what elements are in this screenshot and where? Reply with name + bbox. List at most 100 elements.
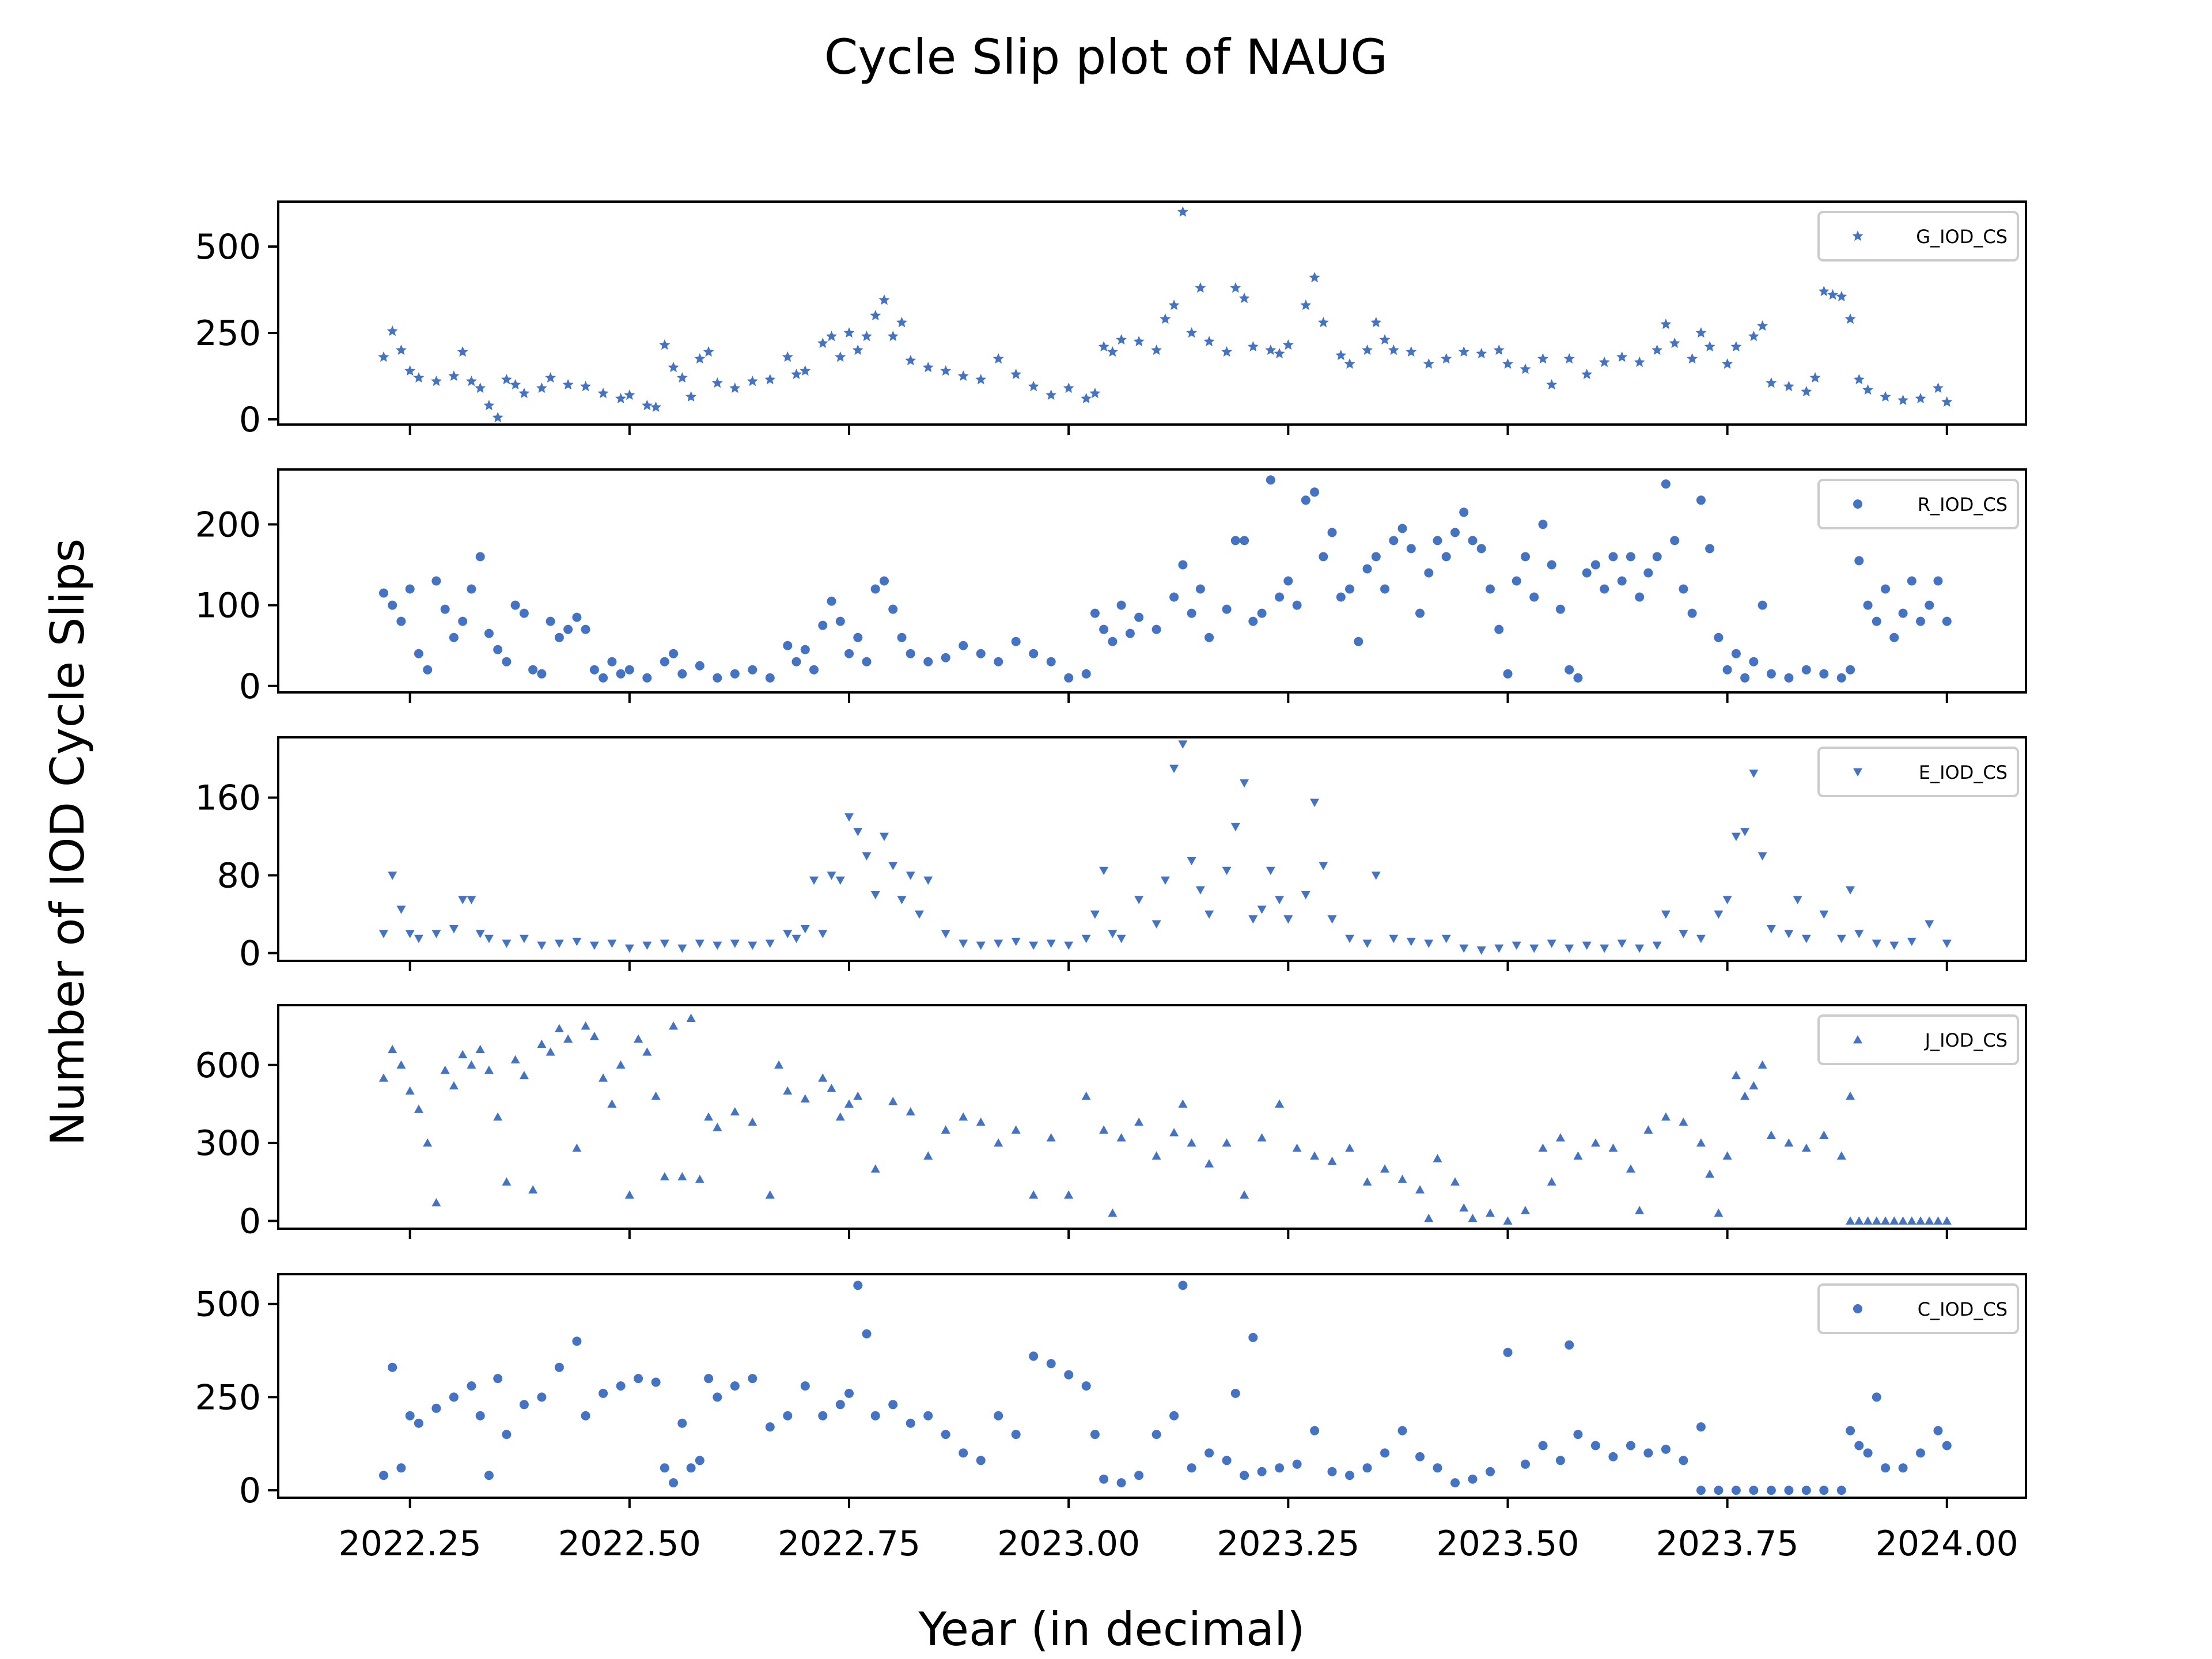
data-point	[800, 365, 811, 376]
data-point	[1221, 346, 1233, 357]
data-point	[1547, 1177, 1556, 1186]
data-point	[835, 1400, 845, 1410]
legend-marker	[1853, 1304, 1862, 1313]
data-point	[1714, 1208, 1724, 1217]
y-tick-label: 500	[195, 227, 261, 267]
data-point	[818, 1411, 828, 1421]
x-tick-label: 2023.75	[1656, 1524, 1799, 1564]
data-point	[1846, 1091, 1855, 1100]
data-point	[414, 1104, 423, 1113]
data-point	[791, 934, 801, 944]
data-point	[677, 1172, 687, 1181]
data-point	[1468, 536, 1478, 546]
data-point	[1634, 357, 1645, 368]
data-point	[765, 673, 775, 683]
data-point	[906, 1107, 915, 1116]
data-point	[1266, 475, 1275, 485]
data-point	[976, 649, 986, 658]
data-point	[782, 351, 793, 362]
data-point	[1643, 1448, 1653, 1458]
data-point	[589, 941, 599, 950]
data-point	[1784, 1486, 1794, 1495]
data-point	[1740, 1091, 1750, 1100]
data-point	[1327, 1156, 1337, 1165]
figure-title: Cycle Slip plot of NAUG	[824, 29, 1388, 85]
data-point	[1907, 937, 1916, 946]
legend-marker	[1853, 499, 1862, 509]
data-point	[1660, 319, 1672, 329]
data-point	[440, 604, 450, 614]
legend: R_IOD_CS	[1817, 479, 2019, 529]
data-point	[695, 1175, 704, 1183]
data-point	[519, 1400, 529, 1410]
data-point	[1749, 1081, 1759, 1090]
data-point	[1933, 382, 1944, 393]
data-point	[1319, 862, 1328, 870]
data-point	[1881, 1463, 1891, 1473]
data-point	[546, 616, 555, 626]
data-point	[1248, 616, 1258, 626]
legend-label: E_IOD_CS	[1919, 762, 2008, 783]
data-point	[1441, 353, 1452, 364]
data-point	[1310, 487, 1320, 497]
data-point	[1819, 910, 1829, 919]
data-point	[835, 876, 845, 885]
data-point	[1608, 552, 1618, 562]
data-point	[502, 1430, 512, 1440]
data-point	[1547, 940, 1556, 948]
data-point	[844, 649, 854, 658]
data-point	[1247, 341, 1259, 352]
data-point	[1415, 608, 1425, 618]
data-point	[1046, 1359, 1056, 1369]
data-point	[1854, 1216, 1864, 1225]
data-point	[1187, 1138, 1196, 1147]
data-point	[1801, 665, 1811, 675]
data-point	[669, 649, 679, 658]
data-point	[870, 1164, 880, 1173]
data-point	[554, 1024, 564, 1033]
data-point	[572, 612, 582, 622]
data-point	[1863, 600, 1873, 610]
data-point	[624, 944, 634, 953]
data-point	[1168, 300, 1180, 310]
legend: C_IOD_CS	[1817, 1283, 2019, 1334]
data-point	[537, 1039, 547, 1048]
data-point	[1679, 930, 1688, 938]
data-point	[941, 1430, 950, 1440]
data-point	[1222, 1138, 1232, 1147]
data-point	[1240, 1190, 1249, 1199]
data-point	[686, 1013, 696, 1022]
data-point	[1046, 657, 1056, 666]
data-point	[554, 1362, 564, 1372]
data-point	[853, 1091, 863, 1100]
data-point	[1652, 941, 1662, 950]
data-point	[616, 1381, 626, 1391]
data-point	[1388, 344, 1399, 355]
data-point	[1187, 608, 1196, 618]
data-point	[589, 665, 599, 675]
data-point	[414, 649, 423, 658]
data-point	[1652, 344, 1663, 355]
data-point	[396, 616, 406, 626]
data-point	[519, 608, 529, 618]
data-point	[1046, 389, 1057, 400]
data-point	[1046, 940, 1056, 948]
data-point	[1116, 1133, 1126, 1142]
y-tick-label: 250	[195, 313, 261, 354]
data-point	[634, 1034, 643, 1043]
data-point	[458, 896, 468, 904]
data-point	[388, 1362, 397, 1372]
data-point	[1714, 1486, 1724, 1495]
data-point	[940, 365, 952, 376]
data-point	[1846, 886, 1855, 895]
data-point	[1854, 556, 1864, 566]
data-point	[1941, 396, 1953, 407]
data-point	[994, 657, 1003, 666]
data-point	[748, 1118, 757, 1126]
data-point	[624, 389, 635, 400]
data-point	[1099, 866, 1109, 876]
data-point	[572, 1143, 582, 1152]
data-point	[1784, 1138, 1794, 1147]
data-point	[1590, 1441, 1600, 1450]
data-point	[713, 673, 722, 683]
